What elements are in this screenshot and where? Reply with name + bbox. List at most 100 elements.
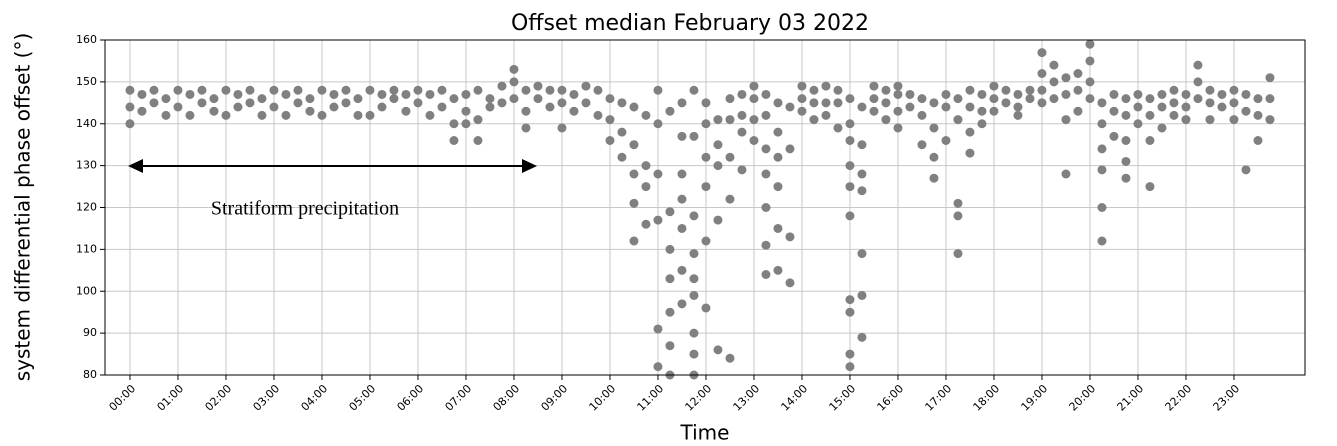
point: [977, 106, 987, 116]
point: [941, 136, 951, 145]
x-tick-label: 18:00: [971, 382, 1003, 414]
y-tick-label: 120: [76, 201, 97, 214]
point: [149, 98, 159, 108]
point: [641, 161, 651, 171]
x-tick-label: 02:00: [203, 382, 235, 414]
point: [845, 119, 855, 129]
point: [641, 219, 651, 229]
point: [701, 182, 711, 192]
point: [1229, 85, 1239, 95]
point: [1169, 110, 1179, 120]
point: [869, 81, 879, 91]
point: [689, 274, 699, 284]
point: [557, 98, 567, 108]
point: [281, 110, 291, 120]
point: [1181, 89, 1191, 99]
point: [1097, 98, 1107, 108]
point: [1265, 115, 1275, 125]
point: [1085, 77, 1095, 87]
point: [713, 345, 723, 355]
point: [1085, 56, 1095, 66]
point: [1073, 106, 1083, 116]
point: [833, 85, 843, 95]
point: [761, 203, 771, 212]
point: [881, 98, 891, 108]
point: [773, 265, 783, 275]
point: [1253, 94, 1263, 104]
point: [701, 303, 711, 313]
point: [1205, 115, 1215, 125]
point: [425, 110, 435, 120]
point: [1121, 136, 1131, 145]
point: [929, 152, 939, 162]
point: [857, 332, 867, 342]
point: [665, 274, 675, 284]
point: [749, 115, 759, 125]
point: [977, 119, 987, 129]
point: [905, 102, 915, 112]
point: [1049, 77, 1059, 87]
point: [953, 249, 963, 259]
point: [821, 81, 831, 91]
point: [809, 85, 819, 95]
point: [1193, 60, 1203, 70]
point: [461, 89, 471, 99]
point: [497, 98, 507, 108]
point: [1061, 169, 1071, 179]
x-tick-label: 07:00: [443, 382, 475, 414]
point: [653, 215, 663, 225]
point: [269, 85, 279, 95]
point: [629, 198, 639, 208]
x-tick-label: 08:00: [491, 382, 523, 414]
point: [233, 89, 243, 99]
point: [473, 136, 483, 145]
point: [845, 182, 855, 192]
point: [593, 85, 603, 95]
point: [569, 89, 579, 99]
point: [1145, 136, 1155, 145]
point: [893, 106, 903, 116]
point: [653, 169, 663, 179]
point: [845, 161, 855, 171]
point: [485, 102, 495, 112]
point: [809, 115, 819, 125]
x-axis-label: Time: [680, 421, 730, 445]
point: [533, 81, 543, 91]
point: [1025, 94, 1035, 104]
point: [929, 123, 939, 133]
point: [725, 94, 735, 104]
y-tick-label: 150: [76, 75, 97, 88]
point: [137, 89, 147, 99]
point: [689, 328, 699, 338]
point: [881, 85, 891, 95]
point: [413, 85, 423, 95]
point: [1253, 110, 1263, 120]
point: [725, 115, 735, 125]
point: [1109, 106, 1119, 116]
y-axis-label: system differential phase offset (°): [11, 33, 35, 382]
point: [641, 110, 651, 120]
point: [965, 102, 975, 112]
point: [1121, 110, 1131, 120]
point: [197, 98, 207, 108]
point: [509, 94, 519, 104]
point: [1145, 110, 1155, 120]
point: [701, 119, 711, 129]
point: [461, 106, 471, 116]
point: [257, 110, 267, 120]
point: [725, 152, 735, 162]
point: [713, 115, 723, 125]
point: [713, 161, 723, 171]
point: [305, 106, 315, 116]
x-tick-label: 20:00: [1067, 382, 1099, 414]
point: [377, 89, 387, 99]
point: [1121, 156, 1131, 166]
point: [1037, 98, 1047, 108]
point: [377, 102, 387, 112]
plot-frame: [104, 39, 1306, 376]
point: [1241, 106, 1251, 116]
point: [341, 85, 351, 95]
point: [365, 110, 375, 120]
point: [953, 115, 963, 125]
point: [233, 102, 243, 112]
